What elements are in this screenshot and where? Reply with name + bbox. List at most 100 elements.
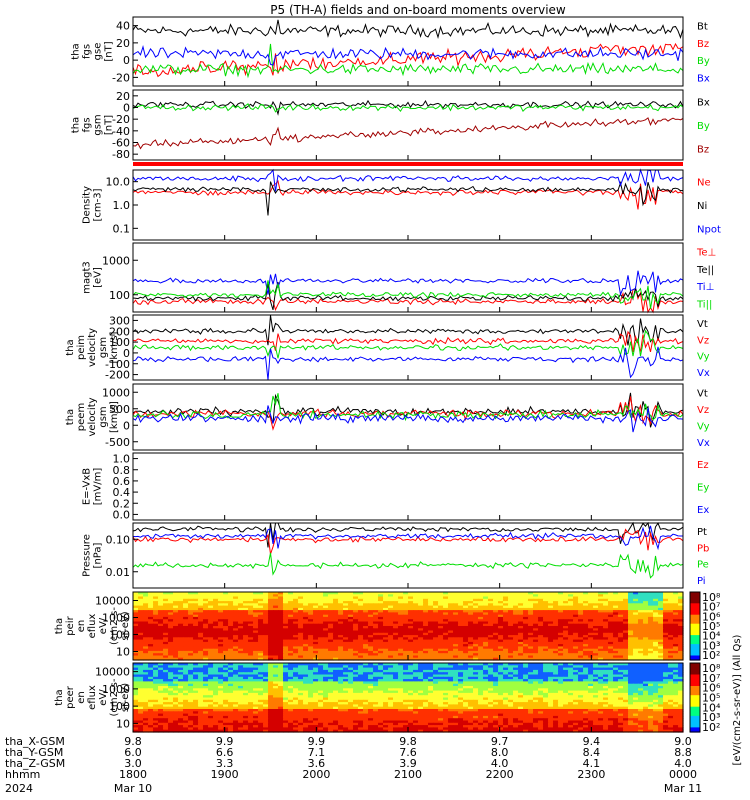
heatmap-cell xyxy=(153,641,159,645)
heatmap-cell xyxy=(133,679,139,682)
heatmap-cell xyxy=(168,626,174,629)
heatmap-cell xyxy=(413,688,419,692)
y-tick-label: 100 xyxy=(109,289,130,302)
heatmap-cell xyxy=(573,650,579,654)
heatmap-cell xyxy=(218,686,224,689)
heatmap-cell xyxy=(408,646,414,650)
heatmap-cell xyxy=(543,665,549,669)
heatmap-cell xyxy=(253,632,259,636)
heatmap-cell xyxy=(668,674,674,678)
heatmap-cell xyxy=(648,688,654,692)
heatmap-cell xyxy=(348,676,354,680)
heatmap-cell xyxy=(518,605,524,609)
heatmap-cell xyxy=(168,686,174,689)
heatmap-cell xyxy=(288,594,294,598)
heatmap-cell xyxy=(473,635,479,638)
heatmap-cell xyxy=(528,665,534,669)
heatmap-cell xyxy=(153,648,159,652)
heatmap-cell xyxy=(623,650,629,654)
heatmap-cell xyxy=(223,686,229,689)
heatmap-cell xyxy=(518,639,524,643)
heatmap-cell xyxy=(363,641,369,645)
heatmap-cell xyxy=(283,616,289,620)
heatmap-cell xyxy=(358,621,364,625)
heatmap-cell xyxy=(288,683,294,687)
heatmap-cell xyxy=(558,598,564,602)
y-axis-label: [eV] xyxy=(93,267,104,288)
heatmap-cell xyxy=(678,674,684,678)
heatmap-cell xyxy=(633,690,639,694)
heatmap-cell xyxy=(503,653,509,657)
heatmap-cell xyxy=(248,626,254,629)
heatmap-cell xyxy=(608,605,614,609)
heatmap-cell xyxy=(633,672,639,676)
heatmap-cell xyxy=(638,626,644,629)
heatmap-cell xyxy=(618,598,624,602)
heatmap-cell xyxy=(343,610,349,613)
heatmap-cell xyxy=(558,596,564,600)
heatmap-cell xyxy=(373,596,379,600)
heatmap-cell xyxy=(148,598,154,602)
y-axis-label: velocity xyxy=(87,397,98,436)
heatmap-cell xyxy=(538,688,544,692)
heatmap-cell xyxy=(553,655,559,659)
heatmap-cell xyxy=(638,598,644,602)
heatmap-cell xyxy=(453,667,459,671)
heatmap-cell xyxy=(248,635,254,638)
heatmap-cell xyxy=(238,616,244,620)
heatmap-cell xyxy=(548,619,554,623)
heatmap-cell xyxy=(143,655,149,659)
heatmap-cell xyxy=(283,639,289,643)
heatmap-cell xyxy=(153,614,159,618)
heatmap-cell xyxy=(553,679,559,682)
heatmap-cell xyxy=(353,628,359,632)
heatmap-cell xyxy=(408,603,414,607)
heatmap-cell xyxy=(458,594,464,598)
heatmap-cell xyxy=(333,637,339,641)
y-tick-label: 1.0 xyxy=(113,453,131,466)
heatmap-cell xyxy=(658,650,664,654)
heatmap-cell xyxy=(253,605,259,609)
heatmap-cell xyxy=(498,626,504,629)
heatmap-cell xyxy=(268,650,274,654)
heatmap-cell xyxy=(458,690,464,694)
heatmap-cell xyxy=(668,626,674,629)
heatmap-cell xyxy=(568,616,574,620)
heatmap-cell xyxy=(563,592,569,595)
heatmap-cell xyxy=(208,598,214,602)
heatmap-cell xyxy=(333,679,339,682)
heatmap-cell xyxy=(353,619,359,623)
heatmap-cell xyxy=(378,646,384,650)
y-axis-label: tha xyxy=(71,117,82,133)
heatmap-cell xyxy=(673,650,679,654)
heatmap-cell xyxy=(553,683,559,687)
heatmap-cell xyxy=(638,607,644,611)
heatmap-cell xyxy=(528,635,534,638)
heatmap-cell xyxy=(433,669,439,673)
heatmap-cell xyxy=(368,623,374,627)
heatmap-cell xyxy=(578,674,584,678)
heatmap-cell xyxy=(443,616,449,620)
heatmap-cell xyxy=(543,681,549,685)
heatmap-cell xyxy=(573,628,579,632)
heatmap-cell xyxy=(473,657,479,661)
heatmap-cell xyxy=(348,667,354,671)
heatmap-cell xyxy=(528,648,534,652)
heatmap-cell xyxy=(458,667,464,671)
heatmap-cell xyxy=(248,688,254,692)
heatmap-cell xyxy=(148,628,154,632)
heatmap-cell xyxy=(393,641,399,645)
heatmap-cell xyxy=(373,614,379,618)
heatmap-cell xyxy=(398,619,404,623)
heatmap-cell xyxy=(373,681,379,685)
heatmap-cell xyxy=(573,632,579,636)
heatmap-cell xyxy=(513,621,519,625)
y-tick-label: 0.6 xyxy=(113,475,131,488)
heatmap-cell xyxy=(558,630,564,634)
heatmap-cell xyxy=(448,657,454,661)
heatmap-cell xyxy=(378,683,384,687)
heatmap-cell xyxy=(373,657,379,661)
y-tick-label: 0 xyxy=(123,102,130,115)
heatmap-cell xyxy=(178,639,184,643)
heatmap-cell xyxy=(638,688,644,692)
